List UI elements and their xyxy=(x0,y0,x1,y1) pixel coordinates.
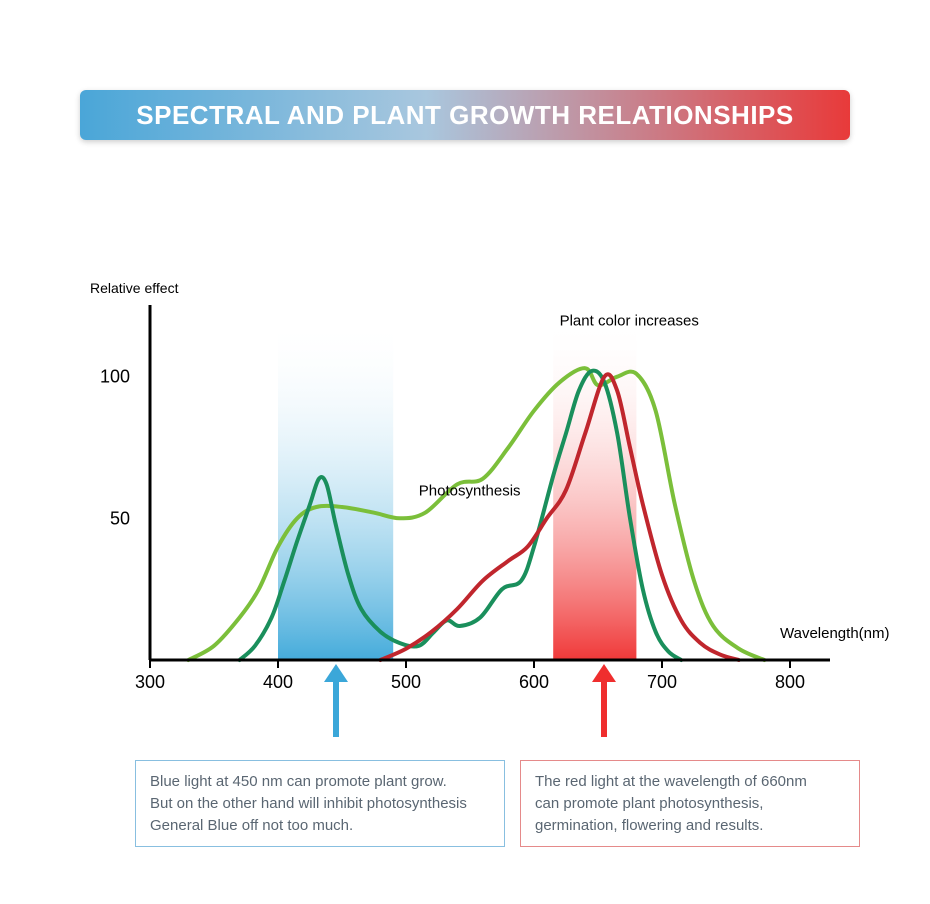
title-text: SPECTRAL AND PLANT GROWTH RELATIONSHIPS xyxy=(136,100,793,131)
red-callout-line1: The red light at the wavelength of 660nm xyxy=(535,771,845,793)
blue-arrow-icon xyxy=(327,664,345,737)
red-arrow-icon xyxy=(595,664,613,737)
red-callout-line3: germination, flowering and results. xyxy=(535,815,845,837)
spectral-chart: Relative effect 30040050060070080050100P… xyxy=(60,280,890,710)
blue-callout-line1: Blue light at 450 nm can promote plant g… xyxy=(150,771,490,793)
title-banner: SPECTRAL AND PLANT GROWTH RELATIONSHIPS xyxy=(80,90,850,140)
y-tick-100: 100 xyxy=(100,367,130,387)
blue-callout: Blue light at 450 nm can promote plant g… xyxy=(135,760,505,847)
blue-band xyxy=(278,320,393,660)
x-tick-600: 600 xyxy=(519,672,549,692)
x-tick-400: 400 xyxy=(263,672,293,692)
red-callout: The red light at the wavelength of 660nm… xyxy=(520,760,860,847)
x-tick-500: 500 xyxy=(391,672,421,692)
blue-callout-line2: But on the other hand will inhibit photo… xyxy=(150,793,490,815)
x-tick-700: 700 xyxy=(647,672,677,692)
x-axis-label: Wavelength(nm) xyxy=(780,625,889,642)
blue-callout-line3: General Blue off not too much. xyxy=(150,815,490,837)
x-tick-300: 300 xyxy=(135,672,165,692)
red-callout-line2: can promote plant photosynthesis, xyxy=(535,793,845,815)
chart-svg: 300 400 500 600 700 800 50 100 Photosynthesis Pla… xyxy=(60,280,890,710)
plant-color-label: Plant color increases xyxy=(560,313,699,330)
x-tick-800: 800 xyxy=(775,672,805,692)
y-tick-50: 50 xyxy=(110,508,130,528)
photosynthesis-label: Photosynthesis xyxy=(419,483,521,500)
